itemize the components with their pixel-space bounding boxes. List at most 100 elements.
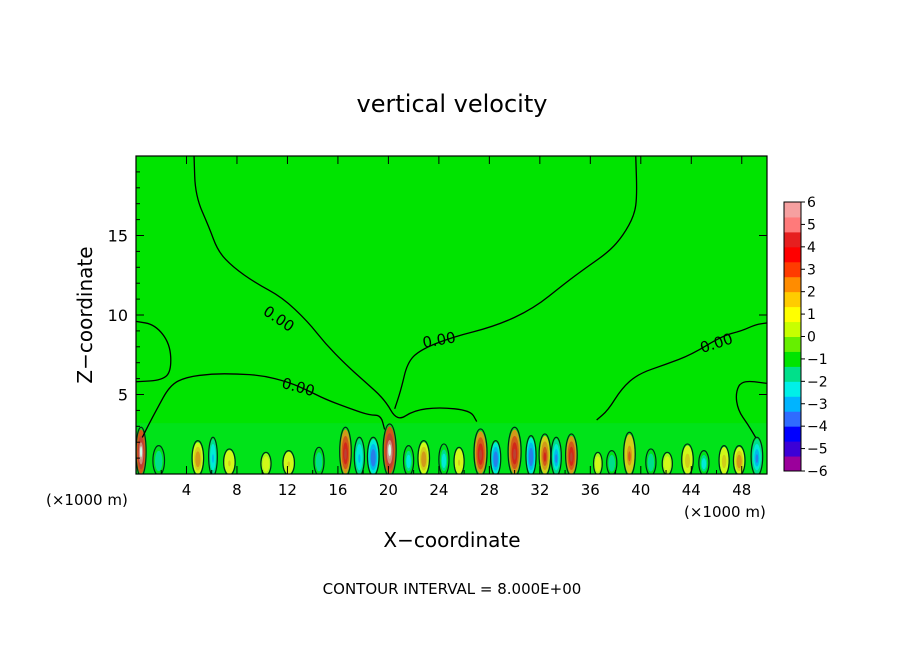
velocity-cell (208, 436, 218, 474)
velocity-cell-contour (750, 436, 764, 474)
velocity-cell-band (287, 461, 290, 467)
velocity-cell-contour (507, 426, 522, 474)
velocity-cell (718, 445, 730, 474)
colorbar-tick-label: 1 (807, 307, 816, 323)
velocity-cell-contour (564, 433, 578, 474)
velocity-cell (353, 436, 366, 474)
velocity-cell (564, 433, 578, 474)
chart-title: vertical velocity (357, 90, 548, 118)
velocity-cell (661, 451, 673, 474)
velocity-cell-band (358, 454, 361, 463)
velocity-cell (592, 451, 603, 474)
x-tick-label: 12 (278, 481, 297, 499)
velocity-cell-contour (402, 445, 415, 474)
velocity-cell-contour (366, 436, 380, 474)
velocity-cell (453, 446, 465, 474)
velocity-cell-band (442, 457, 446, 465)
x-tick-label: 36 (581, 481, 600, 499)
velocity-cell-contour (260, 451, 272, 474)
velocity-cell (382, 423, 397, 474)
velocity-cell-band (737, 458, 741, 466)
velocity-cell-band (755, 454, 759, 463)
colorbar-swatch (784, 456, 801, 472)
velocity-cell-band (494, 455, 497, 464)
velocity-cell-contour (623, 431, 636, 474)
colorbar-swatch (784, 276, 801, 293)
colorbar-swatch (784, 381, 801, 397)
x-tick-label: 24 (429, 481, 448, 499)
velocity-cell-core (139, 446, 143, 458)
colorbar-tick-label: −2 (807, 374, 828, 390)
velocity-cell-band (686, 457, 689, 465)
velocity-cell-contour (718, 445, 730, 474)
contour-lines (136, 156, 767, 438)
velocity-cell-band (628, 451, 631, 462)
colorbar-tick-label: −5 (807, 442, 828, 458)
velocity-cell (606, 450, 618, 474)
velocity-cell (623, 431, 636, 474)
velocity-cell-contour (732, 445, 746, 474)
velocity-cell-band (407, 458, 410, 466)
velocity-cell-contour (282, 450, 296, 474)
velocity-cell-contour (417, 440, 431, 474)
velocity-cell-band (371, 454, 375, 463)
contour-right-shelf (596, 322, 767, 421)
velocity-cell-band (422, 455, 425, 464)
velocity-cell-contour (382, 423, 397, 474)
colorbar-swatch (784, 426, 801, 442)
velocity-cell-contour (645, 448, 657, 474)
velocity-cell-contour (313, 446, 325, 474)
colorbar: 6 5 4 3 2 1 0 −1 −2 −3 −4 −5 −6 (783, 195, 828, 480)
y-tick-label: 15 (108, 227, 128, 246)
velocity-cell (645, 448, 657, 474)
contour-lower-left-layer (141, 373, 386, 438)
velocity-cell (750, 436, 764, 474)
velocity-cell-band (649, 460, 653, 467)
velocity-cell (282, 450, 296, 474)
velocity-cell (550, 436, 562, 474)
velocity-cell-band (722, 458, 726, 466)
velocity-cell-contour (606, 450, 618, 474)
colorbar-tick-label: 6 (807, 195, 816, 211)
velocity-cell-band (543, 452, 547, 462)
velocity-cell-band (570, 452, 573, 462)
plot-area: 0.00 0.00 0.00 0.00 (135, 155, 768, 475)
x-tick-label: 4 (182, 481, 192, 499)
velocity-cell-band (457, 459, 461, 466)
contour-left-pocket (136, 320, 172, 383)
velocity-cell-band (702, 461, 706, 467)
surface-band (136, 423, 767, 474)
velocity-cell (136, 426, 147, 474)
velocity-cell-contour (661, 451, 673, 474)
velocity-cell (260, 451, 272, 474)
velocity-field (136, 423, 767, 474)
colorbar-tick-label: −6 (807, 464, 828, 480)
velocity-cell-band (317, 459, 321, 466)
velocity-cell (191, 440, 205, 474)
velocity-cell-contour (473, 428, 488, 474)
colorbar-swatch (784, 351, 801, 367)
colorbar-tick-label: 0 (807, 330, 816, 346)
velocity-cell-contour (438, 443, 450, 474)
velocity-cell-band (196, 455, 200, 464)
colorbar-swatch (784, 306, 801, 323)
x-tick-label: 44 (682, 481, 701, 499)
y-axis: 5 10 15 (108, 171, 767, 459)
velocity-cell (698, 450, 710, 474)
velocity-cell (152, 445, 166, 474)
velocity-cell-band (264, 462, 268, 468)
velocity-cell-band (529, 453, 533, 463)
velocity-cell-band (212, 454, 214, 463)
velocity-cell (507, 426, 522, 474)
velocity-cell (525, 435, 537, 474)
x-tick-label: 16 (328, 481, 347, 499)
colorbar-swatch (784, 216, 801, 233)
velocity-cell-band (555, 454, 558, 463)
velocity-cell (417, 440, 431, 474)
velocity-cell-contour (453, 446, 465, 474)
velocity-cell-contour (222, 448, 236, 474)
contour-right-lower-pocket (735, 380, 767, 438)
colorbar-tick-label: −1 (807, 352, 828, 368)
velocity-cell (538, 433, 552, 474)
